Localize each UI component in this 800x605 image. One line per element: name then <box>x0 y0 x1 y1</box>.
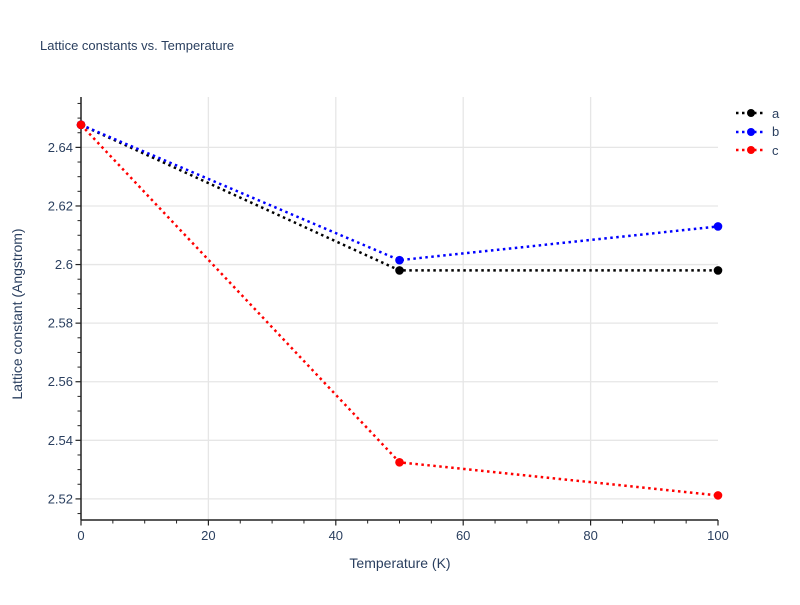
legend-sample-a <box>736 109 766 118</box>
data-point-c <box>713 491 723 500</box>
x-tick-label: 60 <box>456 528 470 543</box>
y-axis-title: Lattice constant (Angstrom) <box>9 228 25 400</box>
data-point-b <box>713 222 723 231</box>
y-tick-label: 2.6 <box>55 257 73 272</box>
legend-label: a <box>772 105 780 121</box>
x-tick-label: 20 <box>201 528 215 543</box>
legend-sample-c <box>736 146 766 155</box>
y-tick-label: 2.58 <box>48 316 73 331</box>
data-point-b <box>395 255 404 265</box>
data-point-a <box>713 266 723 275</box>
data-point-a <box>395 266 404 275</box>
y-tick-label: 2.62 <box>48 198 73 213</box>
legend-item-a[interactable]: a <box>735 104 779 123</box>
legend-label: c <box>772 142 779 158</box>
chart-title: Lattice constants vs. Temperature <box>40 38 235 53</box>
y-tick-label: 2.56 <box>48 374 73 389</box>
legend-sample-b <box>736 127 766 136</box>
y-tick-label: 2.64 <box>48 140 73 155</box>
legend-item-c[interactable]: c <box>735 141 779 160</box>
y-tick-label: 2.54 <box>48 433 73 448</box>
series-line-a <box>80 123 718 272</box>
y-tick-label: 2.52 <box>48 491 73 506</box>
x-tick-label: 40 <box>329 528 343 543</box>
data-point-c <box>76 120 86 130</box>
x-tick-label: 100 <box>707 528 729 543</box>
x-axis-title: Temperature (K) <box>349 555 451 571</box>
legend-label: b <box>772 124 780 140</box>
legend-item-b[interactable]: b <box>735 123 779 142</box>
series-line-b <box>80 123 719 262</box>
x-tick-label: 80 <box>583 528 597 543</box>
data-point-c <box>395 457 404 467</box>
x-tick-label: 0 <box>77 528 84 543</box>
